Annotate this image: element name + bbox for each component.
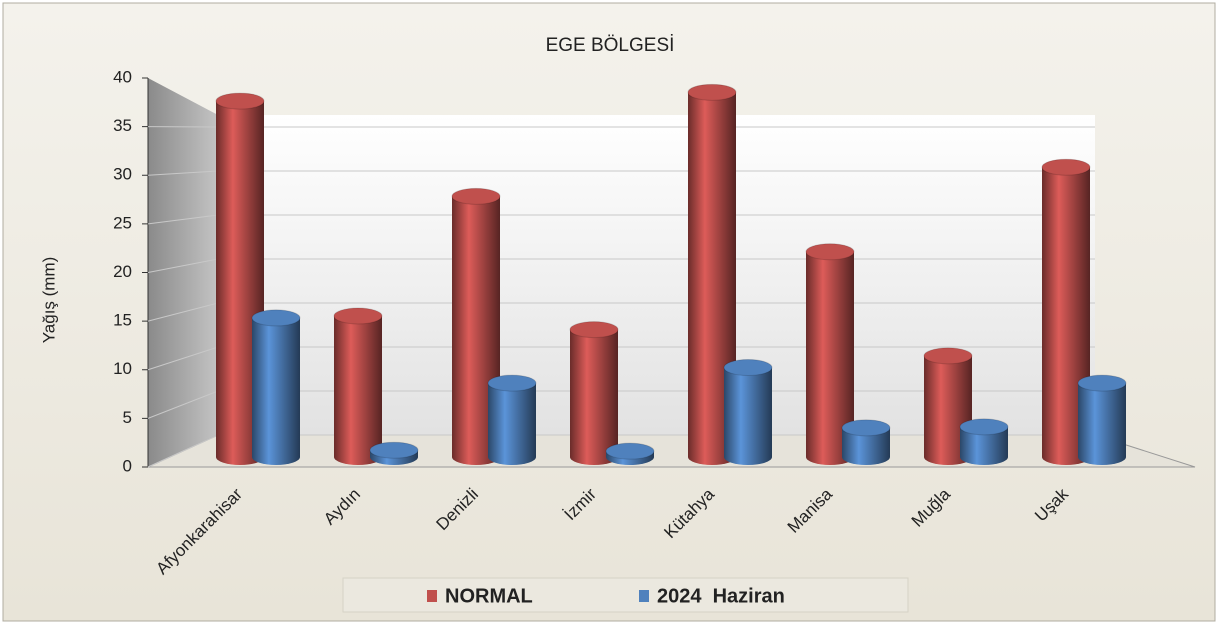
bar-top xyxy=(805,243,855,261)
bar xyxy=(333,307,383,465)
bar-top xyxy=(487,374,537,392)
bar-body xyxy=(1078,383,1126,465)
bar xyxy=(805,243,855,465)
bar-top xyxy=(959,418,1009,436)
bar-top xyxy=(569,321,619,339)
bar-body xyxy=(960,426,1008,465)
legend-swatch xyxy=(639,590,649,602)
y-axis-label: Yağış (mm) xyxy=(39,257,58,344)
bar-top xyxy=(215,92,265,110)
bar-body xyxy=(842,427,890,465)
bar xyxy=(487,374,537,465)
y-tick-label: 0 xyxy=(123,456,132,475)
bar xyxy=(1077,374,1127,465)
y-tick-label: 20 xyxy=(113,262,132,281)
bar-top xyxy=(1041,158,1091,176)
back-wall xyxy=(218,115,1095,435)
y-tick-label: 40 xyxy=(113,67,132,86)
bar-top xyxy=(1077,374,1127,392)
y-tick-label: 35 xyxy=(113,116,132,135)
bar xyxy=(251,309,301,465)
bar-top xyxy=(251,309,301,327)
y-tick-label: 25 xyxy=(113,213,132,232)
bar-body xyxy=(806,251,854,465)
legend-label: 2024 Haziran xyxy=(657,585,785,607)
bar-top xyxy=(723,359,773,377)
bar-top xyxy=(841,419,891,437)
y-tick-label: 15 xyxy=(113,311,132,330)
chart-title: EGE BÖLGESİ xyxy=(546,35,675,56)
bar-body xyxy=(488,383,536,465)
y-tick-label: 30 xyxy=(113,165,132,184)
bar xyxy=(959,418,1009,465)
legend-label: NORMAL xyxy=(445,585,533,607)
bar xyxy=(605,442,655,465)
bar xyxy=(841,419,891,465)
bar-top xyxy=(451,187,501,205)
legend xyxy=(342,577,909,613)
bar xyxy=(723,359,773,465)
bar-top xyxy=(923,347,973,365)
bar-top xyxy=(605,442,655,460)
side-wall xyxy=(148,78,218,467)
bar-body xyxy=(724,367,772,465)
bar-body xyxy=(570,329,618,465)
bar-top xyxy=(687,83,737,101)
bar xyxy=(369,441,419,465)
floor xyxy=(147,434,1196,468)
bar-top xyxy=(333,307,383,325)
bar-body xyxy=(252,317,300,465)
bar-body xyxy=(334,315,382,465)
legend-swatch xyxy=(427,590,437,602)
y-tick-label: 5 xyxy=(123,408,132,427)
y-tick-label: 10 xyxy=(113,359,132,378)
bar xyxy=(569,321,619,465)
bar-top xyxy=(369,441,419,459)
